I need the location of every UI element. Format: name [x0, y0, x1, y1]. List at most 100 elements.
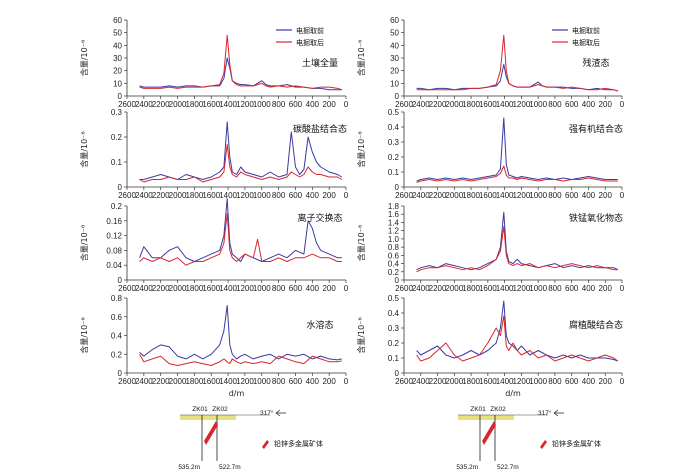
x-tick-label: 400	[306, 100, 320, 109]
y-tick-label: 0.1	[388, 354, 400, 363]
x-tick-label: 1400	[496, 100, 514, 109]
x-tick-label: 1000	[529, 100, 547, 109]
x-tick-label: 400	[306, 191, 320, 200]
x-tick-label: 2200	[152, 377, 170, 386]
hole-label: ZK01	[192, 406, 208, 413]
x-tick-label: 2600	[395, 377, 413, 386]
x-tick-label: 2000	[445, 191, 463, 200]
x-tick-label: 0	[344, 100, 349, 109]
depth-label: 535.2m	[178, 464, 200, 471]
x-tick-label: 2600	[118, 284, 136, 293]
x-tick-label: 1600	[479, 191, 497, 200]
x-tick-label: 200	[322, 284, 336, 293]
y-tick-label: 0.08	[106, 246, 122, 255]
y-tick-label: 0.2	[388, 153, 400, 162]
series-line-before	[139, 198, 342, 262]
panel-title: 强有机结合态	[569, 123, 623, 135]
x-tick-label: 1200	[512, 191, 530, 200]
y-tick-label: 0.1	[388, 168, 400, 177]
y-axis-label: 含量/10⁻⁶	[356, 40, 366, 76]
x-tick-label: 800	[548, 284, 562, 293]
x-tick-label: 1800	[462, 284, 480, 293]
x-tick-label: 1200	[512, 100, 530, 109]
x-tick-label: 1400	[496, 284, 514, 293]
y-tick-label: 0.4	[111, 332, 123, 341]
y-tick-label: 40	[390, 41, 399, 50]
legend-label: 电掘取前	[572, 26, 600, 35]
x-tick-label: 2400	[412, 100, 430, 109]
x-tick-label: 200	[322, 191, 336, 200]
x-tick-label: 800	[272, 284, 286, 293]
x-tick-label: 2400	[412, 377, 430, 386]
y-tick-label: 0	[118, 92, 123, 101]
x-tick-label: 600	[289, 191, 303, 200]
x-tick-label: 1800	[185, 284, 203, 293]
y-tick-label: 0.3	[388, 324, 400, 333]
y-tick-label: 50	[390, 29, 399, 38]
y-tick-label: 0.3	[388, 138, 400, 147]
x-tick-label: 1600	[202, 284, 220, 293]
x-tick-label: 1200	[236, 100, 254, 109]
x-tick-label: 2000	[445, 377, 463, 386]
x-tick-label: 800	[548, 100, 562, 109]
x-tick-label: 2600	[395, 100, 413, 109]
x-tick-label: 2400	[135, 191, 153, 200]
x-tick-label: 400	[582, 191, 596, 200]
x-tick-label: 200	[599, 191, 613, 200]
x-tick-label: 600	[289, 100, 303, 109]
x-tick-label: 800	[272, 191, 286, 200]
x-tick-label: 400	[582, 284, 596, 293]
azimuth-label: 317°	[260, 409, 274, 417]
series-line-before	[416, 211, 619, 271]
series-line-after	[139, 144, 343, 183]
y-tick-label: 0.4	[388, 309, 400, 318]
x-tick-label: 600	[565, 191, 579, 200]
y-tick-label: 0.16	[106, 217, 122, 226]
x-tick-label: 1600	[202, 100, 220, 109]
series-line-before	[139, 121, 343, 180]
x-tick-label: 1400	[219, 377, 237, 386]
panel-title: 土壤全量	[302, 57, 338, 69]
legend-label: 电掘取前	[296, 26, 324, 35]
x-tick-label: 1200	[236, 284, 254, 293]
x-tick-label: 200	[599, 284, 613, 293]
y-tick-label: 50	[113, 29, 122, 38]
x-tick-label: 2400	[135, 377, 153, 386]
y-tick-label: 20	[390, 67, 399, 76]
north-arrow-icon	[275, 409, 286, 417]
depth-label: 522.7m	[219, 464, 241, 471]
panel-title: 腐植酸结合态	[569, 319, 623, 331]
x-tick-label: 2000	[445, 100, 463, 109]
x-axis-label: d/m	[505, 389, 521, 398]
y-axis-label: 含量/10⁻⁶	[79, 40, 89, 76]
y-tick-label: 0.5	[388, 108, 400, 117]
y-tick-label: 0.8	[111, 294, 123, 303]
x-tick-label: 1200	[236, 377, 254, 386]
y-tick-label: 40	[113, 41, 122, 50]
chart-panel-6: 00.20.40.60.81.01.21.41.61.8260024002200…	[356, 202, 625, 293]
series-line-after	[416, 226, 618, 273]
x-tick-label: 1800	[185, 377, 203, 386]
y-tick-label: 0.4	[388, 123, 400, 132]
y-tick-label: 0.5	[388, 294, 400, 303]
x-tick-label: 2200	[429, 191, 447, 200]
y-tick-label: 0.2	[111, 202, 123, 211]
x-tick-label: 1800	[185, 100, 203, 109]
ore-legend-label: 铅锌多金属矿体	[552, 439, 601, 448]
x-tick-label: 2600	[118, 377, 136, 386]
x-tick-label: 400	[582, 377, 596, 386]
y-tick-label: 0.6	[111, 313, 123, 322]
panel-title: 水溶态	[306, 319, 333, 331]
y-tick-label: 0	[118, 369, 123, 378]
y-tick-label: 0.3	[111, 108, 123, 117]
x-tick-label: 2400	[135, 284, 153, 293]
y-axis-label: 含量/10⁻⁶	[356, 131, 366, 167]
x-tick-label: 1400	[219, 191, 237, 200]
x-tick-label: 600	[289, 284, 303, 293]
chart-panel-8: 00.10.20.30.40.5260024002200200018001600…	[356, 294, 625, 398]
ground-surface	[180, 415, 236, 420]
ore-body	[204, 421, 218, 445]
x-tick-label: 1600	[202, 377, 220, 386]
x-tick-label: 200	[599, 100, 613, 109]
x-tick-label: 2200	[152, 191, 170, 200]
